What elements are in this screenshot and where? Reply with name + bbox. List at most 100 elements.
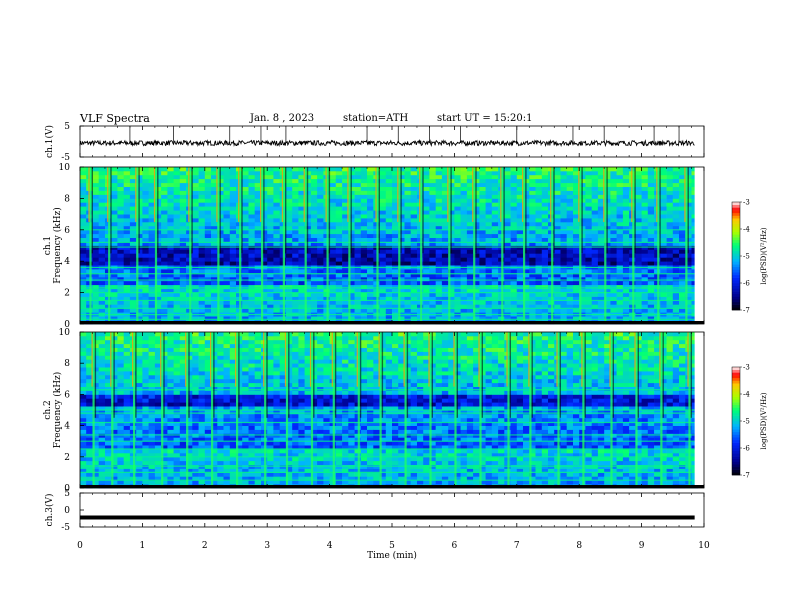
spectro-cell [679, 296, 686, 301]
spectro-cell [360, 276, 368, 282]
spectro-cell [86, 460, 93, 465]
spectro-cell [554, 253, 561, 258]
spectro-cell [360, 316, 368, 321]
spectro-cell [86, 339, 93, 345]
colorbar-cell [732, 245, 740, 249]
spectro-cell [117, 190, 124, 195]
spectro-cell [660, 214, 667, 219]
spectro-cell [635, 214, 642, 219]
spectro-cell [267, 253, 274, 258]
spectro-cell [92, 429, 100, 434]
spectro-cell [223, 300, 231, 305]
spectro-cell [248, 237, 256, 242]
spectro-cell [211, 182, 218, 187]
spectro-cell [410, 253, 418, 258]
spectro-cell [454, 280, 461, 286]
spectro-cell [516, 316, 524, 321]
spectro-cell [192, 308, 199, 313]
sferic-gap [91, 167, 93, 254]
spectro-cell [329, 221, 337, 227]
spectro-cell [529, 261, 536, 266]
spectro-cell [142, 363, 149, 368]
spectro-cell [504, 225, 511, 231]
spectro-cell [604, 292, 611, 297]
spectro-cell [335, 249, 343, 254]
spectro-cell [597, 288, 605, 293]
spectro-cell [591, 276, 599, 282]
spectro-cell [597, 210, 605, 215]
spectro-cell [435, 229, 443, 235]
spectro-cell [523, 308, 530, 313]
spectro-cell [136, 413, 143, 419]
spectro-cell [485, 190, 493, 195]
spectro-cell [123, 472, 131, 477]
spectro-cell [136, 456, 143, 462]
spectro-cell [86, 359, 93, 364]
spectro-cell [616, 190, 624, 195]
spectro-cell [105, 347, 112, 352]
spectro-cell [641, 221, 649, 227]
spectro-cell [148, 182, 156, 187]
spectro-cell [460, 316, 468, 321]
spectro-cell [211, 229, 218, 235]
spectro-cell [98, 280, 106, 286]
spectro-cell [254, 269, 262, 274]
spectro-cell [204, 316, 212, 321]
spectro-cell [92, 476, 100, 481]
spectro-cell [261, 261, 268, 266]
spectro-cell [292, 269, 299, 274]
spectro-cell [591, 182, 599, 187]
spectro-cell [466, 237, 474, 242]
spectro-cell [310, 198, 318, 203]
spectro-cell [342, 269, 349, 274]
spectro-cell [167, 276, 174, 282]
spectro-cell [98, 343, 106, 348]
spectro-cell [685, 296, 692, 301]
spectro-cell [541, 178, 549, 184]
spectro-cell [423, 261, 430, 266]
spectro-cell [154, 456, 162, 462]
spectro-cell [254, 170, 262, 176]
spectro-cell [204, 253, 212, 258]
spectro-cell [541, 194, 549, 199]
spectro-cell [80, 382, 87, 387]
spectro-cell [173, 347, 181, 352]
spectro-cell [123, 182, 131, 187]
spectro-cell [491, 218, 499, 223]
spectro-cell [223, 284, 231, 290]
spectro-cell [435, 316, 443, 321]
spectro-cell [404, 178, 412, 184]
spectro-cell [80, 456, 87, 462]
spectro-cell [529, 202, 536, 207]
spectro-cell [423, 269, 430, 274]
spectro-cell [192, 284, 199, 290]
spectro-cell [148, 429, 156, 434]
spectro-cell [211, 190, 218, 195]
spectro-cell [616, 280, 624, 286]
spectro-cell [111, 210, 118, 215]
spectro-cell [86, 437, 93, 442]
spectro-cell [123, 206, 131, 211]
spectro-cell [660, 296, 667, 301]
spectro-cell [192, 276, 199, 282]
spectro-cell [379, 198, 387, 203]
spectro-cell [136, 273, 143, 278]
spectro-cell [454, 300, 461, 305]
spectro-cell [148, 386, 156, 391]
spectro-cell [148, 178, 156, 184]
spectro-cell [129, 214, 137, 219]
spectro-cell [672, 304, 680, 309]
spectro-cell [111, 417, 118, 423]
spectro-cell [248, 178, 256, 184]
spectro-cell [666, 241, 674, 246]
spectro-cell [173, 225, 181, 231]
spectro-cell [573, 198, 580, 203]
spectro-cell [105, 480, 112, 485]
spectro-cell [285, 194, 293, 199]
spectro-cell [604, 304, 611, 309]
spectro-cell [441, 210, 449, 215]
spectro-cell [298, 206, 305, 211]
spectro-cell [148, 273, 156, 278]
spectro-cell [111, 280, 118, 286]
spectro-cell [448, 308, 455, 313]
